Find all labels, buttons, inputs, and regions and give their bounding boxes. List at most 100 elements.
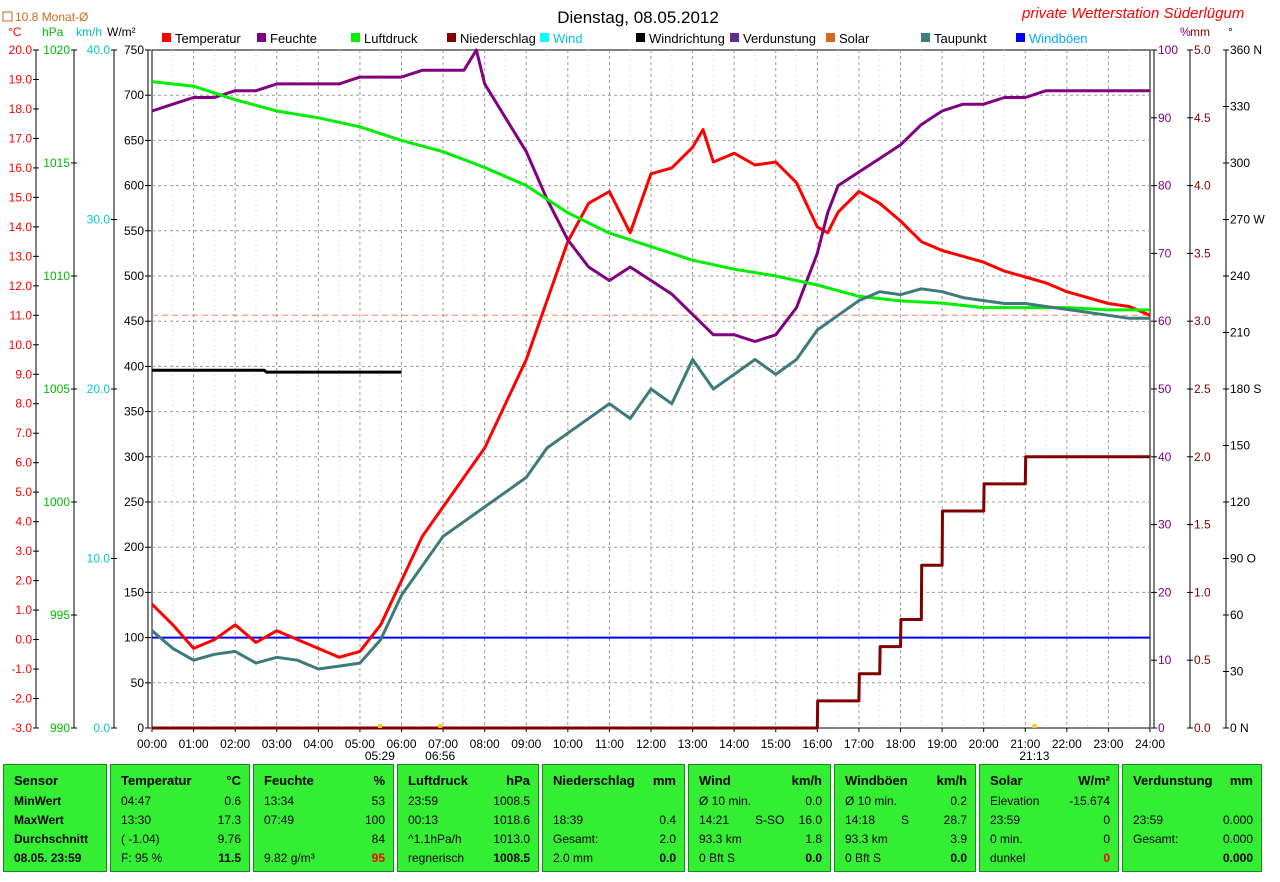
stats-value: 95 [371, 851, 385, 865]
stats-header: Windböen [845, 773, 908, 788]
x-tick-label: 04:00 [303, 737, 333, 751]
x-tick-label: 13:00 [678, 737, 708, 751]
stats-row: 13:34 53 [264, 794, 385, 810]
stats-value: 18:39 [553, 813, 584, 827]
x-tick-label: 22:00 [1052, 737, 1082, 751]
series-feuchte [151, 48, 1150, 343]
legend-swatch-2 [257, 33, 266, 42]
axes: 00:00 01:00 02:00 03:00 04:00 05:00 06:00 07:00… [9, 43, 1266, 751]
solar-axis-tick-label: 200 [124, 540, 144, 554]
wind-axis-tick-label: 40.0 [87, 43, 111, 57]
temperature-axis-tick-label: 8.0 [15, 397, 32, 411]
stats-value: 0.000 [1222, 813, 1253, 827]
stats-value: 2.0 mm [553, 851, 594, 865]
unit-degree: ° [1228, 25, 1233, 39]
weather-chart: Dienstag, 08.05.2012 private Wetterstati… [2, 5, 1266, 762]
stats-value: 93.3 km [845, 832, 888, 846]
rain-axis-tick-label: 4.5 [1194, 111, 1211, 125]
chart-title: Dienstag, 08.05.2012 [557, 8, 719, 27]
direction-axis-tick-label: 330 [1230, 100, 1250, 114]
x-tick-label: 08:00 [470, 737, 500, 751]
legend-swatch-1 [162, 33, 171, 42]
humidity-axis-tick-label: 10 [1158, 653, 1172, 667]
stats-row: 93.3 km 3.9 [845, 832, 967, 848]
solar-axis-tick-label: 600 [124, 179, 144, 193]
legend-label-2: Feuchte [270, 31, 317, 46]
legend-label-7: Verdunstung [743, 31, 816, 46]
stats-header: Solar [990, 773, 1023, 788]
stats-cell-6: Wind km/h Ø 10 min. 0.0 14:21 S-SO 16.0 93.3 km… [688, 764, 831, 872]
sun-marker-label-2: 06:56 [425, 749, 455, 762]
stats-row: 18:39 0.4 [553, 813, 676, 829]
humidity-axis-tick-label: 40 [1158, 450, 1172, 464]
solar-axis-tick-label: 400 [124, 359, 144, 373]
temperature-axis-tick-label: 9.0 [15, 367, 32, 381]
solar-axis-tick-label: 350 [124, 405, 144, 419]
x-tick-label: 09:00 [511, 737, 541, 751]
stats-value: 14:18 [845, 813, 876, 827]
stats-header: Luftdruck [408, 773, 468, 788]
stats-row: ^1.1hPa/h 1013.0 [408, 832, 530, 848]
stats-value: 0.000 [1222, 832, 1253, 846]
temperature-axis-tick-label: 13.0 [9, 249, 33, 263]
solar-axis-tick-label: 500 [124, 269, 144, 283]
direction-axis-tick-label: 300 [1230, 156, 1250, 170]
stats-value: 1018.6 [493, 813, 530, 827]
wind-axis-tick-label: 10.0 [87, 552, 111, 566]
station-name: private Wetterstation Süderlügum [1021, 5, 1244, 22]
wind-axis-tick-label: 0.0 [93, 721, 110, 735]
pressure-axis-tick-label: 995 [50, 608, 70, 622]
wind-axis-tick-label: 30.0 [87, 213, 111, 227]
temperature-axis-tick-label: 20.0 [9, 43, 33, 57]
stats-row: 93.3 km 1.8 [699, 832, 822, 848]
x-tick-label: 03:00 [262, 737, 292, 751]
stats-value: 0 [1103, 813, 1110, 827]
temperature-axis-tick-label: 12.0 [9, 279, 33, 293]
stats-row: 08.05. 23:59 [14, 851, 98, 867]
stats-value: ^1.1hPa/h [408, 832, 462, 846]
direction-axis-tick-label: 180 S [1230, 382, 1261, 396]
stats-value: 0.0 [805, 794, 822, 808]
stats-cell-1: Sensor MinWert MaxWert Durchschnitt 08.05. 2… [3, 764, 107, 872]
humidity-axis-tick-label: 60 [1158, 314, 1172, 328]
stats-row: 14:21 S-SO 16.0 [699, 813, 822, 829]
stats-value: 2.0 [659, 832, 676, 846]
direction-axis-tick-label: 150 [1230, 439, 1250, 453]
humidity-axis-tick-label: 80 [1158, 179, 1172, 193]
stats-value: 0.0 [805, 851, 822, 865]
sun-marker-3 [1032, 724, 1037, 728]
stats-cell-5: Niederschlag mm 18:39 0.4 Gesamt: 2.0 2.0 mm 0.… [542, 764, 685, 872]
pressure-axis-tick-label: 1020 [43, 43, 70, 57]
humidity-axis-tick-label: 50 [1158, 382, 1172, 396]
stats-value: 0 Bft S [845, 851, 882, 865]
stats-unit: mm [652, 773, 676, 788]
stats-row: Ø 10 min. 0.2 [845, 794, 967, 810]
solar-axis-tick-label: 550 [124, 224, 144, 238]
stats-row: Gesamt: 0.000 [1133, 832, 1253, 848]
temperature-axis-tick-label: 18.0 [9, 102, 33, 116]
stats-value: Gesamt: [1133, 832, 1179, 846]
stats-row: MinWert [14, 794, 98, 810]
stats-value: 9.76 [217, 832, 241, 846]
legend-swatch-8 [826, 33, 835, 42]
stats-cell-3: Feuchte% 13:34 53 07:49 100 84 9.82 g/m³ 95 [253, 764, 394, 872]
direction-axis-tick-label: 210 [1230, 326, 1250, 340]
pressure-axis-tick-label: 990 [50, 721, 70, 735]
pressure-axis-tick-label: 1000 [43, 495, 70, 509]
x-tick-label: 23:00 [1093, 737, 1123, 751]
stats-value: 84 [371, 832, 385, 846]
stats-row: Gesamt: 2.0 [553, 832, 676, 848]
pressure-axis-tick-label: 1010 [43, 269, 70, 283]
pressure-axis-tick-label: 1005 [43, 382, 70, 396]
stats-value: 0 min. [990, 832, 1023, 846]
sun-marker-1 [377, 724, 382, 728]
x-tick-label: 07:00 [428, 737, 458, 751]
stats-row [553, 794, 676, 810]
stats-value: 14:21 [699, 813, 730, 827]
sun-marker-2 [438, 724, 443, 728]
stats-cell-8: Solar W/m² Elevation -15.674 23:59 0 0 min. 0 du… [979, 764, 1119, 872]
legend-label-8: Solar [839, 31, 870, 46]
stats-unit: °C [226, 773, 241, 788]
legend-label-4: Niederschlag [460, 31, 536, 46]
legend-swatch-10 [1016, 33, 1025, 42]
